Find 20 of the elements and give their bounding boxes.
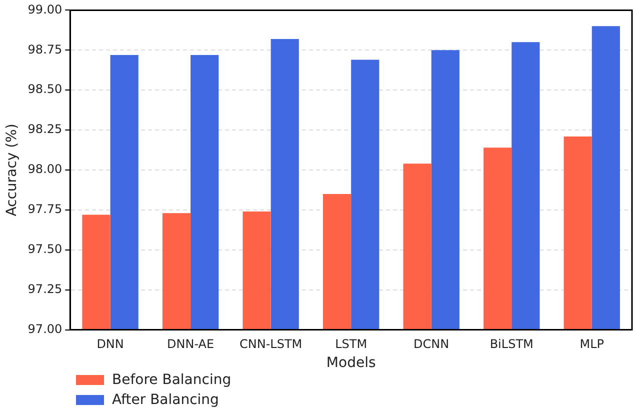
x-tick-label: DNN-AE bbox=[167, 337, 214, 352]
x-tick-label: DNN bbox=[96, 337, 124, 352]
y-tick-label: 97.75 bbox=[28, 202, 62, 216]
x-tick-label: BiLSTM bbox=[490, 337, 534, 352]
y-tick-label: 98.50 bbox=[28, 82, 62, 96]
x-axis-title: Models bbox=[326, 355, 376, 372]
x-tick-label: MLP bbox=[580, 337, 604, 352]
y-tick-label: 98.75 bbox=[28, 42, 62, 56]
x-tick-label: CNN-LSTM bbox=[239, 337, 302, 352]
y-tick-label: 98.25 bbox=[28, 122, 62, 136]
y-tick-label: 97.50 bbox=[28, 242, 62, 256]
y-tick-label: 98.00 bbox=[28, 162, 62, 176]
x-tick-label: LSTM bbox=[335, 337, 368, 352]
legend-label: Before Balancing bbox=[112, 371, 232, 390]
legend-label: After Balancing bbox=[112, 391, 219, 410]
y-tick-label: 99.00 bbox=[28, 2, 62, 16]
y-axis-title: Accuracy (%) bbox=[4, 124, 20, 216]
y-tick-label: 97.25 bbox=[28, 282, 62, 296]
y-tick-label: 97.00 bbox=[28, 322, 62, 336]
x-tick-label: DCNN bbox=[414, 337, 450, 352]
